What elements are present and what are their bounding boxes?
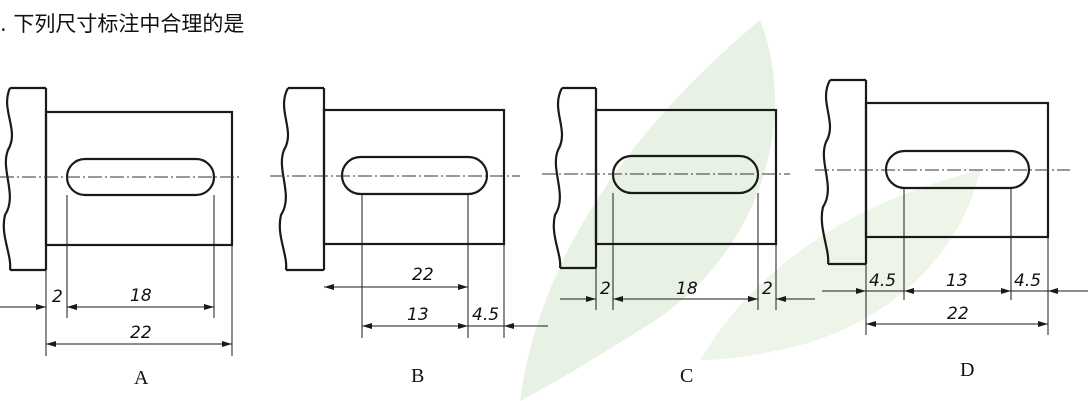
option-a-dim-22: 22 xyxy=(130,323,152,343)
option-b-dim-13: 13 xyxy=(407,305,429,325)
option-d-dim-13: 13 xyxy=(946,271,968,291)
option-c-dim-2-left: 2 xyxy=(600,279,611,299)
option-b-label: B xyxy=(411,365,424,387)
option-d-drawing xyxy=(815,78,1088,335)
option-a-dim-18: 18 xyxy=(130,286,152,306)
option-c-dim-18: 18 xyxy=(676,279,698,299)
option-a-drawing xyxy=(0,86,242,356)
option-d-label: D xyxy=(960,359,974,381)
option-d-dim-4-5-left: 4.5 xyxy=(869,271,896,291)
option-a-label: A xyxy=(134,367,149,389)
option-b-dim-4-5: 4.5 xyxy=(472,305,499,325)
option-a-dim-2: 2 xyxy=(52,287,63,307)
option-c-drawing xyxy=(542,86,815,310)
option-c-label: C xyxy=(680,365,693,387)
option-b-dim-22: 22 xyxy=(412,265,434,285)
option-d-dim-22: 22 xyxy=(947,304,969,324)
leaf-watermark xyxy=(520,20,980,401)
option-c-dim-2-right: 2 xyxy=(762,279,773,299)
option-d-dim-4-5-right: 4.5 xyxy=(1014,271,1041,291)
question-text: . 下列尺寸标注中合理的是 xyxy=(0,12,245,36)
option-b-drawing xyxy=(270,86,548,338)
